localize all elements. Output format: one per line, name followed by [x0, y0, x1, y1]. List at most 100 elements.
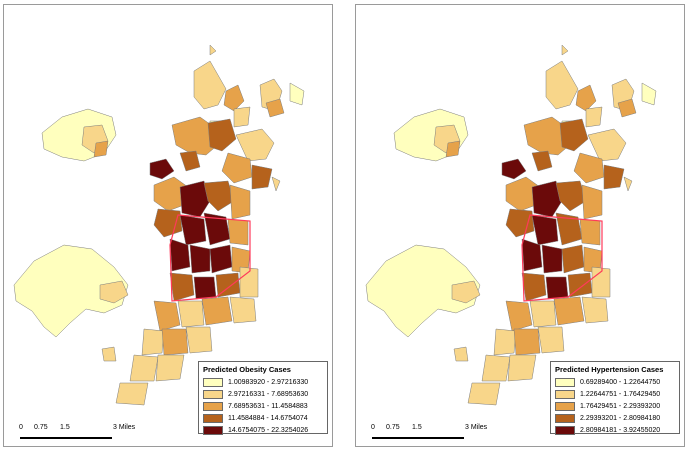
map-region — [235, 128, 275, 162]
legend-label: 7.68953631 - 11.4584883 — [228, 402, 308, 410]
map-region — [513, 328, 541, 356]
legend-row: 2.80984181 - 3.92455020 — [555, 424, 675, 436]
map-region — [521, 238, 543, 272]
map-region — [209, 44, 217, 56]
map-region — [581, 184, 603, 220]
scale-tick-label: 0.75 — [34, 424, 48, 431]
scale-tick-label: 0 — [19, 424, 23, 431]
legend-swatch — [555, 377, 575, 387]
map-region — [115, 382, 149, 406]
legend-row: 7.68953631 - 11.4584883 — [203, 400, 323, 412]
legend-row: 1.76429451 - 2.29393200 — [555, 400, 675, 412]
map-region — [445, 140, 461, 158]
map-region — [179, 214, 207, 246]
map-region — [541, 244, 563, 274]
legend-swatch — [203, 389, 223, 399]
map-region — [223, 84, 245, 112]
scale-tick-label: 1.5 — [60, 424, 70, 431]
legend-label: 14.6754075 - 22.3254026 — [228, 426, 309, 434]
map-region — [581, 296, 609, 324]
legend: Predicted Obesity Cases 1.00983920 - 2.9… — [198, 361, 328, 435]
map-region — [153, 208, 183, 238]
map-region — [623, 176, 633, 192]
legend-label: 2.97216331 - 7.68953630 — [228, 390, 309, 398]
legend-label: 0.69289400 - 1.22644750 — [580, 378, 661, 386]
map-region — [523, 116, 573, 156]
map-region — [573, 152, 605, 184]
legend-title: Predicted Obesity Cases — [203, 365, 291, 374]
choropleth-map-obesity — [13, 44, 305, 406]
map-region — [207, 118, 237, 152]
map-region — [185, 326, 213, 354]
legend-swatch — [555, 401, 575, 411]
map-region — [617, 98, 637, 118]
map-region — [579, 218, 601, 246]
map-region — [575, 84, 597, 112]
legend-label: 2.29393201 - 2.80984180 — [580, 414, 661, 422]
legend-swatch — [555, 389, 575, 399]
legend-title: Predicted Hypertension Cases — [555, 365, 664, 374]
legend-row: 11.4584884 - 14.6754074 — [203, 412, 323, 424]
highlight-outline — [521, 214, 603, 302]
map-region — [177, 300, 205, 328]
map-region — [555, 180, 587, 212]
map-panel-obesity: Predicted Obesity Cases 1.00983920 - 2.9… — [3, 4, 333, 447]
map-panel-hypertension: Predicted Hypertension Cases 0.69289400 … — [355, 4, 685, 447]
scale-tick-label: 0.75 — [386, 424, 400, 431]
map-region — [141, 328, 165, 356]
legend-row: 1.22644751 - 1.76429450 — [555, 388, 675, 400]
map-region — [209, 244, 233, 274]
map-region — [193, 60, 227, 110]
map-region — [529, 300, 557, 328]
map-region — [507, 354, 537, 382]
map-region — [265, 98, 285, 118]
legend-row: 0.69289400 - 1.22644750 — [555, 376, 675, 388]
map-region — [481, 354, 511, 382]
map-region — [229, 296, 257, 324]
map-region — [561, 44, 569, 56]
map-region — [587, 128, 627, 162]
map-region — [531, 150, 553, 172]
scale-tick-label: 0 — [371, 424, 375, 431]
map-region — [161, 328, 189, 356]
map-region — [149, 158, 175, 180]
map-region — [553, 296, 585, 326]
scale-tick-label: 1.5 — [412, 424, 422, 431]
map-region — [227, 218, 249, 246]
map-region — [179, 180, 211, 218]
legend-row: 2.97216331 - 7.68953630 — [203, 388, 323, 400]
map-region — [537, 326, 565, 354]
map-region — [467, 382, 501, 406]
choropleth-map-hypertension — [365, 44, 657, 406]
legend-swatch — [203, 425, 223, 435]
map-region — [129, 354, 159, 382]
map-region — [179, 150, 201, 172]
legend-label: 1.00983920 - 2.97216330 — [228, 378, 309, 386]
legend-swatch — [203, 401, 223, 411]
legend-label: 1.76429451 - 2.29393200 — [580, 402, 661, 410]
scale-bar: 0 0.75 1.5 3 Miles — [16, 417, 166, 443]
map-region — [155, 354, 185, 382]
map-region — [521, 272, 547, 302]
map-region — [101, 346, 117, 362]
map-region — [531, 180, 563, 218]
scale-bar: 0 0.75 1.5 3 Miles — [368, 417, 518, 443]
map-region — [451, 280, 481, 304]
legend: Predicted Hypertension Cases 0.69289400 … — [550, 361, 680, 436]
legend-label: 1.22644751 - 1.76429450 — [580, 390, 661, 398]
map-region — [189, 244, 211, 274]
legend-swatch — [203, 413, 223, 423]
scale-tick-label: 3 Miles — [113, 424, 136, 431]
map-region — [229, 184, 251, 220]
map-region — [559, 118, 589, 152]
map-region — [169, 238, 191, 272]
map-region — [215, 272, 241, 298]
map-region — [193, 276, 217, 300]
scale-line — [20, 437, 112, 439]
map-region — [203, 180, 235, 212]
legend-row: 1.00983920 - 2.97216330 — [203, 376, 323, 388]
map-region — [251, 164, 273, 190]
legend-row: 2.29393201 - 2.80984180 — [555, 412, 675, 424]
legend-label: 11.4584884 - 14.6754074 — [228, 414, 308, 422]
legend-label: 2.80984181 - 3.92455020 — [580, 426, 661, 434]
